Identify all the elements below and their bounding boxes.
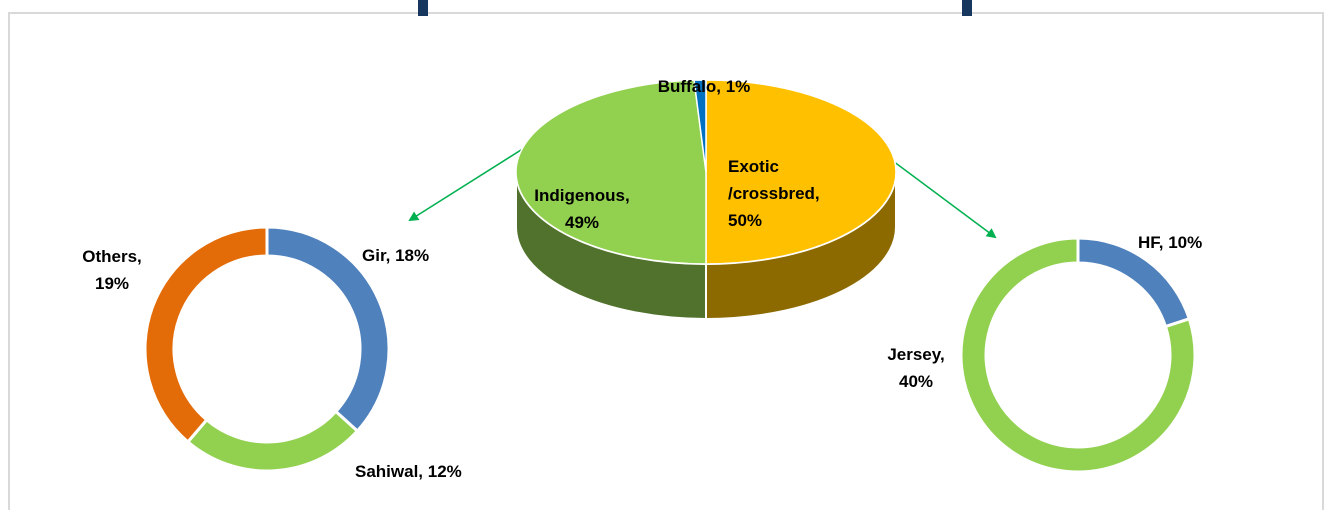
data-label-line: Jersey, [887,345,944,364]
bar-decoration [418,0,428,16]
data-label-line: Indigenous, [534,186,629,205]
data-label: HF, 10% [1138,233,1202,252]
arrow [408,137,541,222]
data-label: Buffalo, 1% [658,77,751,96]
data-label-line: Buffalo, 1% [658,77,751,96]
pie-slice [515,79,707,265]
data-label: Others, 19% [82,247,142,293]
data-label-line: /crossbred, [728,184,820,203]
bar-decoration [962,0,972,16]
pie-slice [693,79,707,173]
data-label-line: 40% [899,372,933,391]
data-label: Sahiwal, 12% [355,462,462,481]
pie-slice [705,79,897,265]
data-label: Indigenous, 49% [534,186,629,232]
data-label: Jersey, 40% [887,345,944,391]
donut-segment [185,409,360,473]
data-label-line: 50% [728,211,762,230]
data-label-line: HF, 10% [1138,233,1202,252]
data-label-line: Sahiwal, 12% [355,462,462,481]
data-label: Exotic/crossbred, 50% [728,157,820,230]
data-label-line: Gir, 18% [362,246,429,265]
donut-segment [959,236,1197,474]
data-label-line: Exotic [728,157,779,176]
data-label-line: 49% [565,213,599,232]
data-label: Gir, 18% [362,246,429,265]
data-label-line: 19% [95,274,129,293]
donut-segment [143,225,269,445]
data-label-line: Others, [82,247,142,266]
frame [8,12,1324,510]
